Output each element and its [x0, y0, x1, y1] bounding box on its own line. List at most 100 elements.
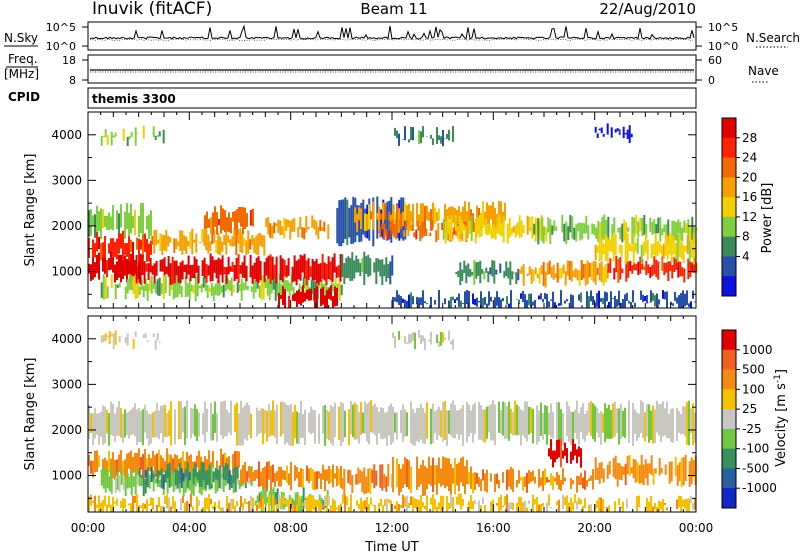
power-cell — [404, 126, 406, 140]
velocity-cell — [574, 444, 576, 456]
velocity-cell — [530, 407, 532, 433]
velocity-cell — [268, 495, 270, 512]
power-cell — [201, 229, 203, 242]
velocity-cell — [512, 503, 514, 510]
power-cell — [509, 218, 511, 238]
power-cell — [567, 226, 569, 240]
power-cell — [485, 268, 487, 273]
velocity-cell — [680, 496, 682, 512]
power-cell — [681, 242, 683, 259]
velocity-cell — [414, 499, 416, 509]
power-cell — [246, 266, 248, 282]
x-tick-label: 00:00 — [679, 521, 714, 535]
velocity-cell — [542, 471, 544, 491]
power-cell — [679, 234, 681, 257]
power-cell — [387, 232, 389, 240]
velocity-cell — [128, 453, 130, 469]
power-cell — [489, 267, 491, 274]
velocity-cell — [570, 452, 572, 464]
power-cell — [440, 136, 442, 143]
velocity-cell — [558, 440, 560, 458]
velocity-colorbar-swatch — [722, 488, 736, 508]
velocity-cell — [167, 464, 169, 478]
power-cell — [637, 222, 639, 238]
velocity-cell — [136, 494, 138, 512]
velocity-cell — [683, 457, 685, 485]
power-cell — [186, 264, 188, 279]
velocity-cell — [636, 496, 638, 511]
power-cell — [130, 240, 132, 252]
velocity-cell — [408, 460, 410, 489]
velocity-cell — [264, 410, 266, 434]
power-cell — [590, 290, 592, 301]
velocity-cell — [220, 402, 222, 436]
velocity-cell — [550, 439, 552, 459]
power-cell — [363, 252, 365, 285]
velocity-cell — [266, 462, 268, 492]
velocity-cell — [370, 400, 372, 432]
velocity-cell — [357, 468, 359, 485]
power-cell — [585, 264, 587, 286]
power-cell — [224, 210, 226, 232]
power-cell — [242, 262, 244, 278]
power-cell — [649, 267, 651, 278]
power-cell — [570, 294, 572, 308]
velocity-cell — [482, 409, 484, 441]
noise-search-line — [90, 39, 693, 41]
power-cell — [240, 207, 242, 227]
power-cell — [661, 256, 663, 271]
velocity-cell — [504, 402, 506, 439]
power-cell — [90, 209, 92, 236]
power-cell — [98, 253, 100, 280]
velocity-cell — [432, 494, 434, 512]
velocity-cell — [404, 497, 406, 507]
power-cell — [366, 214, 368, 231]
velocity-cell — [418, 408, 420, 442]
power-cell — [131, 132, 133, 137]
power-cell — [551, 267, 553, 278]
velocity-cell — [540, 403, 542, 436]
velocity-cell — [250, 496, 252, 512]
velocity-cell — [296, 467, 298, 478]
power-cell — [229, 239, 231, 245]
cpid-panel: themis 3300 — [88, 88, 696, 108]
velocity-cell — [400, 505, 402, 508]
power-cell — [140, 203, 142, 233]
velocity-cell — [462, 457, 464, 487]
power-cell — [468, 202, 470, 221]
velocity-cell — [268, 404, 270, 437]
power-cell — [368, 204, 370, 229]
velocity-cell — [228, 413, 230, 433]
power-cell — [597, 268, 599, 275]
power-cell — [338, 200, 340, 246]
velocity-cell — [276, 405, 278, 445]
velocity-cell — [424, 506, 426, 510]
power-cell — [415, 230, 417, 240]
velocity-cell — [195, 464, 197, 478]
power-cell — [545, 272, 547, 288]
power-cell — [455, 272, 457, 274]
velocity-cell — [590, 476, 592, 481]
power-cell — [296, 291, 298, 307]
power-cell — [280, 295, 282, 299]
power-cell — [103, 136, 105, 137]
power-cell — [559, 268, 561, 278]
velocity-cell — [278, 467, 280, 487]
velocity-cell — [134, 453, 136, 472]
velocity-cell — [171, 469, 173, 486]
power-cell — [642, 295, 644, 302]
power-cell — [381, 259, 383, 285]
velocity-cell — [510, 467, 512, 489]
velocity-cell — [284, 471, 286, 480]
power-cell — [611, 235, 613, 252]
power-cell — [486, 304, 488, 308]
velocity-cell — [386, 498, 388, 512]
power-cell — [424, 301, 426, 303]
velocity-cell — [130, 410, 132, 436]
power-cell — [545, 227, 547, 241]
velocity-cell — [478, 477, 480, 487]
power-cell — [193, 285, 195, 293]
power-cell — [592, 296, 594, 305]
power-cell — [534, 300, 536, 308]
